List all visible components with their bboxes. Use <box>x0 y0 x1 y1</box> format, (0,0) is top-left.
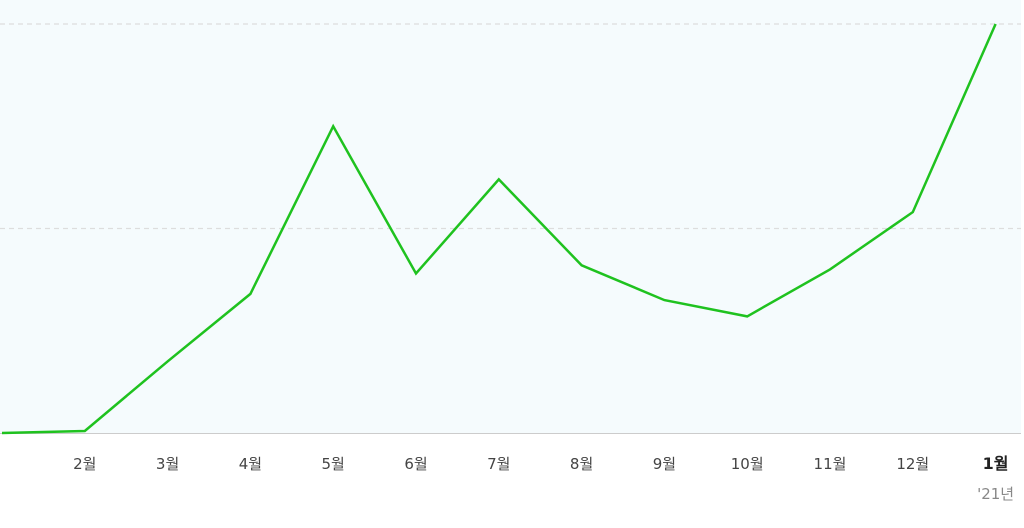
x-tick-label: 8월 <box>570 455 593 473</box>
x-axis-ticks: 2월 3월 4월 5월 6월 7월 8월 9월 10월 11월 12월 1월 <box>73 454 1008 473</box>
x-tick-label: 4월 <box>239 455 262 473</box>
x-tick-label: 2월 <box>73 455 96 473</box>
x-tick-label: 6월 <box>404 455 427 473</box>
x-tick-label: 3월 <box>156 455 179 473</box>
x-tick-label: 9월 <box>653 455 676 473</box>
x-tick-label: 5월 <box>322 455 345 473</box>
year-marker-label: '21년 <box>977 485 1014 503</box>
x-tick-label: 11월 <box>814 455 847 473</box>
series-line <box>1 23 997 435</box>
x-tick-label: 7월 <box>487 455 510 473</box>
gridlines <box>0 23 1021 230</box>
plot-area-background <box>0 0 1021 433</box>
x-tick-label: 10월 <box>731 455 764 473</box>
series-layer <box>1 23 997 435</box>
x-tick-label: 1월 <box>983 454 1009 473</box>
x-tick-label: 12월 <box>896 455 929 473</box>
